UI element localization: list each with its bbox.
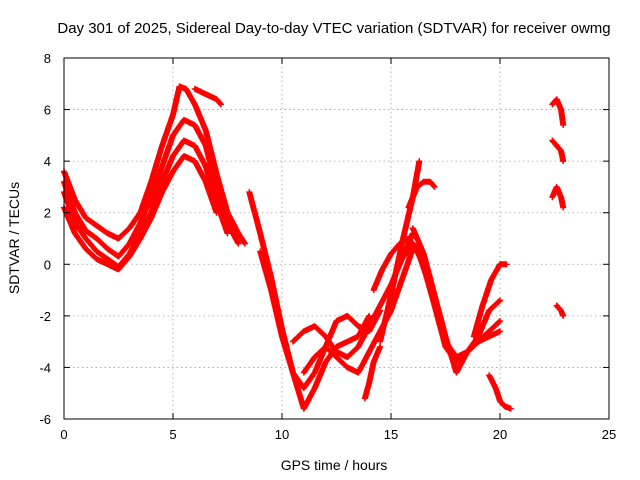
series-track-o — [409, 225, 503, 376]
series-track-t — [549, 183, 567, 211]
chart-title: Day 301 of 2025, Sidereal Day-to-day VTE… — [57, 20, 610, 37]
y-tick-label: 0 — [44, 257, 51, 272]
data-point-markers — [409, 225, 503, 376]
data-point-markers — [361, 343, 384, 402]
y-axis-title: SDTVAR / TECUs — [6, 182, 22, 294]
data-point-markers — [61, 83, 248, 247]
x-tick-label: 0 — [60, 427, 67, 442]
tick-label-layer: 0 5 10 15 20 25 -6 -4 -2 0 2 4 6 8 — [39, 51, 616, 442]
y-tick-label: 6 — [44, 103, 51, 118]
series-track-k — [405, 178, 438, 211]
plot-frame — [63, 57, 610, 420]
series-track-l — [361, 343, 384, 402]
x-tick-label: 25 — [602, 427, 616, 442]
x-axis-title: GPS time / hours — [281, 457, 388, 473]
series-track-u — [553, 302, 567, 319]
series-track-q — [486, 372, 514, 412]
y-tick-label: -2 — [39, 309, 51, 324]
series-track-r — [549, 96, 567, 129]
series-track-s — [549, 137, 567, 165]
x-tick-label: 15 — [384, 427, 398, 442]
data-point-markers — [470, 261, 510, 340]
x-tick-label: 5 — [169, 427, 176, 442]
series-track-p — [470, 261, 510, 340]
data-point-markers — [553, 302, 567, 319]
data-point-markers — [405, 178, 438, 211]
data-point-markers — [549, 183, 567, 211]
data-point-markers — [549, 137, 567, 165]
x-tick-label: 20 — [493, 427, 507, 442]
data-point-markers — [549, 96, 567, 129]
y-tick-label: -4 — [39, 360, 51, 375]
y-tick-label: -6 — [39, 412, 51, 427]
series-track-a — [61, 83, 248, 247]
y-tick-label: 2 — [44, 206, 51, 221]
data-point-markers — [486, 372, 514, 412]
grid-layer — [64, 58, 609, 419]
data-layer — [61, 83, 567, 412]
y-tick-label: 4 — [44, 154, 51, 169]
tick-layer — [63, 57, 610, 420]
y-tick-label: 8 — [44, 51, 51, 66]
data-point-markers — [191, 85, 224, 108]
series-track-e — [191, 85, 224, 108]
x-tick-label: 10 — [275, 427, 289, 442]
